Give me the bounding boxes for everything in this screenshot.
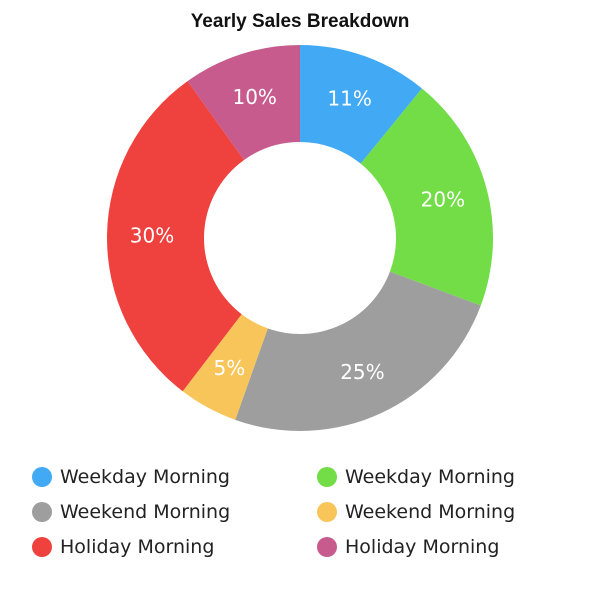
legend-item-3: Weekend Morning <box>32 499 230 525</box>
chart-title: Yearly Sales Breakdown <box>190 11 410 32</box>
legend-label: Weekend Morning <box>60 501 231 523</box>
legend-label: Weekday Morning <box>60 466 230 488</box>
legend-label: Weekday Morning <box>345 466 515 488</box>
legend-label: Holiday Morning <box>345 536 500 558</box>
slice-label-1: 11% <box>327 87 371 111</box>
legend-swatch <box>32 467 52 487</box>
legend-swatch <box>317 502 337 522</box>
slice-1 <box>300 45 423 164</box>
slice-4 <box>182 314 268 420</box>
slice-label-4: 5% <box>213 356 245 380</box>
slice-6 <box>187 45 300 160</box>
slice-label-5: 30% <box>130 224 174 248</box>
legend-swatch <box>317 467 337 487</box>
legend-swatch <box>317 537 337 557</box>
legend-label: Weekend Morning <box>345 501 516 523</box>
legend-item-6: Holiday Morning <box>317 534 499 560</box>
legend-item-1: Weekday Morning <box>32 464 230 490</box>
legend-item-2: Weekday Morning <box>317 464 515 490</box>
slice-5 <box>106 81 245 392</box>
legend-swatch <box>32 502 52 522</box>
legend-swatch <box>32 537 52 557</box>
slice-label-6: 10% <box>232 85 276 109</box>
slice-2 <box>360 88 493 306</box>
legend-item-5: Holiday Morning <box>32 534 214 560</box>
slice-3 <box>235 271 481 431</box>
legend-label: Holiday Morning <box>60 536 215 558</box>
slice-label-2: 20% <box>421 187 465 211</box>
slice-label-3: 25% <box>340 360 384 384</box>
legend-item-4: Weekend Morning <box>317 499 515 525</box>
